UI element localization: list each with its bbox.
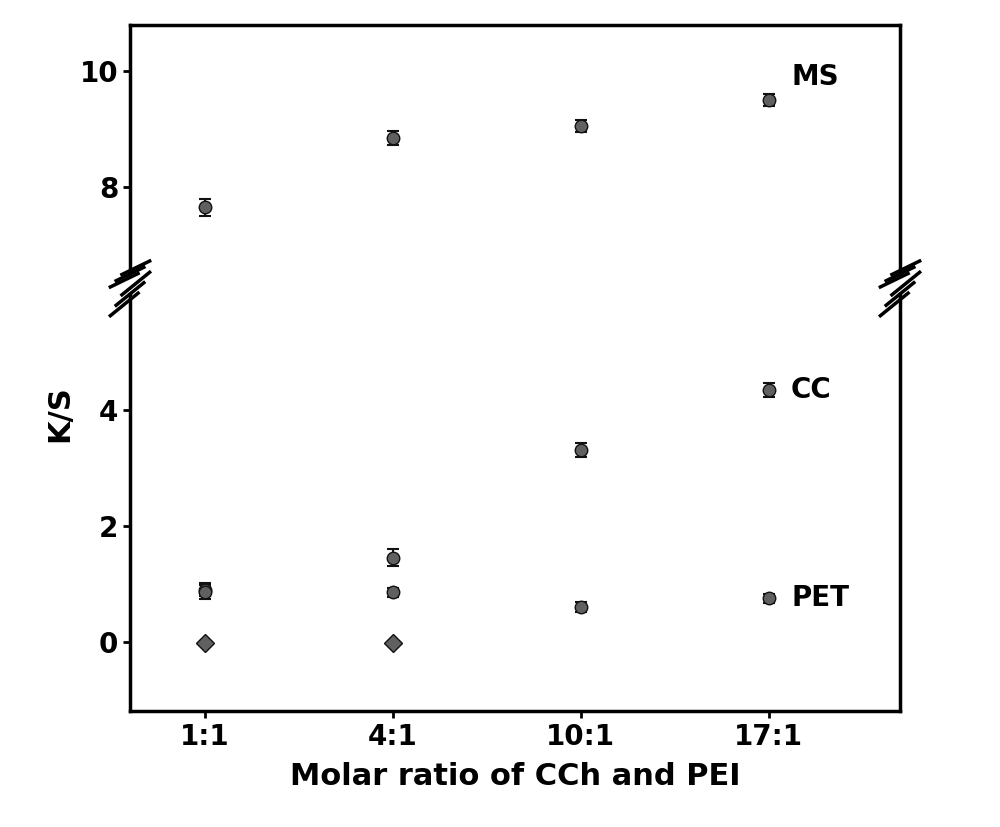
Text: PET: PET [791,584,849,612]
Text: CC: CC [791,375,832,404]
Text: MS: MS [791,64,839,92]
X-axis label: Molar ratio of CCh and PEI: Molar ratio of CCh and PEI [290,762,740,791]
Text: K/S: K/S [46,385,74,442]
